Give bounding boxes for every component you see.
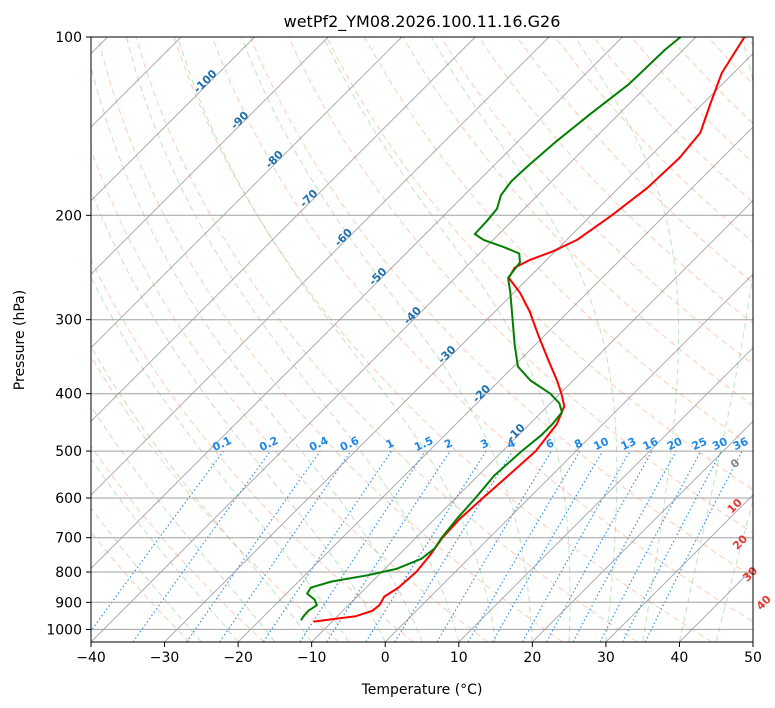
- moist-adiabat-line: [91, 188, 386, 642]
- x-axis-label: Temperature (°C): [361, 682, 483, 698]
- moist-adiabat-line: [126, 37, 460, 642]
- temperature-profile-line: [313, 37, 746, 623]
- moist-adiabat-line: [91, 405, 276, 642]
- mixing-ratio-label: 36: [731, 435, 751, 453]
- mixing-ratio-line: [299, 450, 426, 642]
- moist-adiabat-line: [91, 458, 239, 642]
- moist-adiabat-line: [715, 498, 753, 642]
- isotherm-line: [311, 199, 753, 642]
- y-tick-label: 100: [55, 30, 82, 46]
- dewpoint-profile-line: [300, 37, 682, 621]
- mixing-ratio-label: 16: [641, 435, 661, 453]
- isotherm-line: [458, 347, 753, 642]
- mixing-ratio-label: 25: [690, 435, 709, 453]
- y-tick-label: 600: [55, 491, 82, 507]
- x-tick-label: −40: [76, 650, 106, 666]
- dry-adiabat-line: [91, 355, 340, 642]
- mixing-ratio-line: [521, 450, 631, 642]
- x-tick-label: 10: [450, 650, 468, 666]
- x-tick-label: 30: [597, 650, 615, 666]
- dry-adiabat-line: [287, 37, 753, 534]
- moist-adiabat-line: [91, 64, 423, 642]
- mixing-ratio-line: [186, 450, 321, 642]
- y-tick-label: 300: [55, 313, 82, 329]
- mixing-ratio-line: [546, 450, 653, 642]
- mixing-ratio-label: 13: [619, 435, 638, 453]
- y-tick-label: 1000: [46, 622, 82, 638]
- moist-adiabat-line: [241, 37, 533, 642]
- y-tick-label: 200: [55, 208, 82, 224]
- isotherm-line: [384, 273, 753, 642]
- mixing-ratio-line: [326, 450, 451, 642]
- mixing-ratio-line: [262, 450, 392, 642]
- dry-adiabat-line: [97, 37, 563, 642]
- isotherm-line: [91, 37, 697, 642]
- isotherm-line: [531, 420, 753, 642]
- isotherm-line: [164, 52, 753, 642]
- moist-adiabat-line: [91, 275, 349, 642]
- chart-title: wetPf2_YM08.2026.100.11.16.G26: [284, 12, 561, 32]
- dry-adiabat-line: [135, 37, 638, 642]
- dry-adiabat-line: [326, 37, 753, 491]
- mixing-ratio-label: 10: [592, 435, 612, 453]
- y-tick-label: 400: [55, 387, 82, 403]
- dry-adiabat-line: [249, 37, 753, 578]
- mixing-ratio-label: 30: [710, 435, 730, 453]
- y-tick-label: 900: [55, 595, 82, 611]
- isotherm-line: [91, 37, 403, 349]
- y-axis-label: Pressure (hPa): [12, 290, 28, 390]
- isotherm-line: [91, 37, 476, 423]
- isotherm-line: [91, 37, 256, 202]
- dry-adiabat-line: [211, 37, 753, 623]
- y-tick-label: 700: [55, 531, 82, 547]
- moist-adiabat-line: [430, 37, 618, 642]
- x-tick-label: 40: [671, 650, 689, 666]
- mixing-ratio-line: [572, 450, 677, 642]
- isotherm-line: [91, 37, 550, 496]
- moist-adiabat-line: [91, 507, 202, 642]
- dry-adiabat-line: [173, 37, 713, 642]
- x-tick-label: −10: [297, 650, 327, 666]
- isotherm-line: [91, 37, 329, 275]
- mixing-ratio-line: [644, 450, 743, 642]
- y-tick-label: 800: [55, 565, 82, 581]
- isotherm-line: [605, 494, 753, 642]
- x-tick-label: −20: [223, 650, 253, 666]
- moist-adiabat-line: [678, 37, 753, 642]
- moist-adiabat-line: [323, 37, 571, 642]
- y-tick-label: 500: [55, 444, 82, 460]
- moist-adiabat-line: [177, 37, 497, 642]
- mixing-ratio-line: [219, 450, 352, 642]
- x-tick-label: 50: [744, 650, 762, 666]
- x-tick-label: −30: [150, 650, 180, 666]
- moist-adiabat-line: [574, 37, 680, 642]
- dry-adiabat-line: [91, 258, 414, 642]
- mixing-ratio-line: [132, 450, 271, 642]
- dry-adiabat-line: [91, 445, 265, 642]
- plot-frame: [90, 36, 754, 643]
- mixing-ratio-line: [91, 450, 224, 632]
- x-tick-label: 20: [523, 650, 541, 666]
- x-tick-label: 0: [381, 650, 390, 666]
- mixing-ratio-label: 20: [665, 435, 685, 453]
- isotherm-line: [91, 37, 623, 570]
